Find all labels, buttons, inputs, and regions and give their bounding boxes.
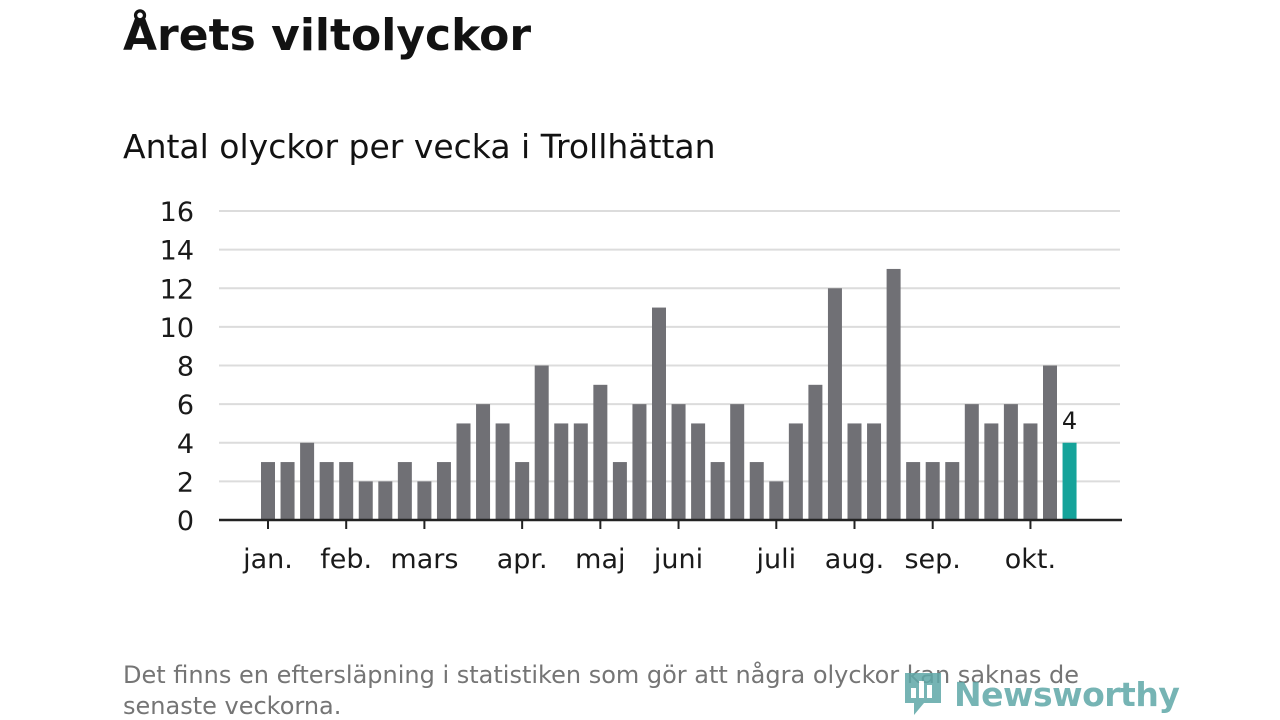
x-tick-label: okt.	[1005, 544, 1056, 575]
bar	[397, 462, 412, 520]
bar	[319, 462, 334, 520]
bar	[808, 384, 823, 520]
x-tick-label: jan.	[242, 544, 293, 575]
bar	[632, 404, 647, 520]
bar	[749, 462, 764, 520]
y-tick-label: 6	[177, 390, 194, 421]
bar	[280, 462, 295, 520]
annotations: 4	[1062, 407, 1077, 435]
x-tick-label: sep.	[904, 544, 960, 575]
chart-title: Årets viltolyckor	[123, 10, 532, 61]
bar	[827, 288, 842, 520]
bar	[534, 365, 549, 520]
y-tick-label: 8	[177, 352, 194, 383]
bar	[710, 462, 725, 520]
chart-subtitle: Antal olyckor per vecka i Trollhättan	[123, 127, 716, 166]
x-tick-label: juli	[755, 544, 796, 575]
bar	[358, 481, 373, 520]
bar	[925, 462, 940, 520]
bar	[378, 481, 393, 520]
bar	[671, 404, 686, 520]
bar	[1023, 423, 1038, 520]
bar	[886, 268, 901, 520]
bar	[906, 462, 921, 520]
bar	[339, 462, 354, 520]
bar-highlight	[1062, 442, 1077, 520]
y-axis-ticks: 0 2 4 6 8 10 12 14 16	[160, 197, 194, 537]
newsworthy-logo: Newsworthy	[902, 668, 1180, 720]
data-label-highlight: 4	[1062, 407, 1077, 435]
x-tick-label: aug.	[825, 544, 884, 575]
bar	[964, 404, 979, 520]
bar	[593, 384, 608, 520]
bars	[261, 268, 1077, 520]
x-axis: jan. feb. mars apr. maj juni juli aug. sep. okt.	[219, 518, 1122, 575]
y-tick-label: 14	[160, 236, 194, 267]
brand-name: Newsworthy	[954, 674, 1180, 714]
bar	[456, 423, 471, 520]
x-tick-label: feb.	[320, 544, 372, 575]
bar	[847, 423, 862, 520]
bar	[1003, 404, 1018, 520]
bar	[769, 481, 784, 520]
bar	[788, 423, 803, 520]
bar	[945, 462, 960, 520]
bar	[495, 423, 510, 520]
bar	[867, 423, 882, 520]
x-tick-label: apr.	[497, 544, 548, 575]
bar	[984, 423, 999, 520]
x-tick-label: mars	[390, 544, 458, 575]
bar	[573, 423, 588, 520]
bar	[476, 404, 491, 520]
bar	[436, 462, 451, 520]
bar	[417, 481, 432, 520]
bar	[730, 404, 745, 520]
bar	[691, 423, 706, 520]
y-tick-label: 16	[160, 197, 194, 228]
grid-lines	[219, 210, 1120, 483]
newsworthy-logo-icon	[905, 673, 941, 715]
x-tick-label: juni	[653, 544, 703, 575]
bar	[261, 462, 275, 520]
y-tick-label: 2	[177, 467, 194, 498]
y-tick-label: 10	[160, 313, 194, 344]
bar	[300, 442, 315, 520]
bar	[515, 462, 530, 520]
bar	[652, 307, 666, 520]
y-tick-label: 4	[177, 429, 194, 460]
x-tick-label: maj	[575, 544, 625, 575]
y-tick-label: 0	[177, 506, 194, 537]
bar-chart: 0 2 4 6 8 10 12 14 16 jan. feb. mars apr. maj juni jul…	[160, 197, 1122, 575]
y-tick-label: 12	[160, 274, 194, 305]
bar	[1043, 365, 1057, 520]
bar	[612, 462, 627, 520]
bar	[554, 423, 569, 520]
